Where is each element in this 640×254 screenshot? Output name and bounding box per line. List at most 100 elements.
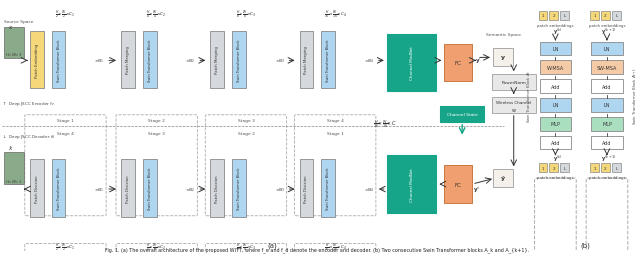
Text: Add: Add: [602, 84, 612, 89]
Text: $\mathbf{y}^{(k+1)}$: $\mathbf{y}^{(k+1)}$: [601, 153, 617, 163]
Text: $\frac{H}{16}{\times}\frac{W}{16}{\times}C_4$: $\frac{H}{16}{\times}\frac{W}{16}{\times…: [324, 9, 347, 21]
Text: $\mathbf{y}'$: $\mathbf{y}'$: [475, 57, 481, 66]
Bar: [387, 156, 436, 213]
Bar: [232, 31, 246, 89]
Bar: [300, 31, 314, 89]
Bar: [29, 31, 44, 89]
Text: $\mathbf{y}$: $\mathbf{y}$: [500, 54, 506, 62]
Text: $\hat{x}$: $\hat{x}$: [8, 144, 13, 152]
Text: patch embeddings: patch embeddings: [537, 24, 573, 28]
Bar: [540, 99, 572, 112]
Bar: [612, 164, 621, 172]
Bar: [590, 12, 599, 21]
Text: ${\times}N_2$: ${\times}N_2$: [186, 57, 195, 65]
Text: LN: LN: [552, 47, 559, 52]
Text: Stage 3: Stage 3: [148, 131, 165, 135]
Text: Add: Add: [550, 84, 560, 89]
Text: 1: 1: [593, 166, 596, 170]
Bar: [540, 80, 572, 94]
Bar: [493, 49, 513, 67]
Text: Swin Transformer Block: Swin Transformer Block: [148, 167, 152, 210]
Text: Swin Transformer Block: Swin Transformer Block: [326, 39, 330, 81]
Text: 1: 1: [541, 166, 544, 170]
Text: w: w: [512, 108, 516, 113]
Text: 1: 1: [593, 14, 596, 18]
Bar: [121, 31, 135, 89]
Bar: [538, 12, 547, 21]
Text: L: L: [615, 14, 618, 18]
Text: MLP: MLP: [602, 122, 612, 127]
Bar: [549, 164, 558, 172]
Bar: [321, 31, 335, 89]
Bar: [52, 31, 65, 89]
Bar: [540, 136, 572, 150]
Text: Swin Transformer Block: Swin Transformer Block: [237, 39, 241, 81]
Bar: [387, 35, 436, 92]
Text: Swin Transformer Block $A_k$: Swin Transformer Block $A_k$: [525, 69, 532, 122]
Text: $\frac{H}{4}{\times}\frac{W}{4}{\times}C_2$: $\frac{H}{4}{\times}\frac{W}{4}{\times}C…: [147, 242, 167, 253]
Text: $x$: $x$: [8, 24, 13, 31]
Text: $\frac{H}{4}{\times}\frac{W}{4}{\times}C_2$: $\frac{H}{4}{\times}\frac{W}{4}{\times}C…: [147, 9, 167, 21]
Text: SW-MSA: SW-MSA: [596, 66, 617, 71]
Text: Patch Division: Patch Division: [35, 174, 38, 202]
Text: Stage 4: Stage 4: [57, 131, 74, 135]
Bar: [492, 75, 536, 91]
Text: $\hat{\mathbf{y}}$: $\hat{\mathbf{y}}$: [500, 173, 506, 183]
Text: Patch Merging: Patch Merging: [305, 46, 308, 74]
Text: $\downarrow$ Deep JSCC Decoder $f_d$: $\downarrow$ Deep JSCC Decoder $f_d$: [2, 132, 56, 140]
Text: $\frac{H}{8}{\times}\frac{W}{8}{\times}C_3$: $\frac{H}{8}{\times}\frac{W}{8}{\times}C…: [236, 242, 256, 253]
Text: W-MSA: W-MSA: [547, 66, 564, 71]
Text: Patch Division: Patch Division: [305, 174, 308, 202]
Bar: [143, 31, 157, 89]
Text: ${\times}N_4$: ${\times}N_4$: [364, 185, 374, 193]
Text: $\frac{H}{16}{\times}\frac{W}{16}{\times}C$: $\frac{H}{16}{\times}\frac{W}{16}{\times…: [373, 118, 397, 130]
Text: Swin Transformer Block $A_{k+1}$: Swin Transformer Block $A_{k+1}$: [632, 67, 639, 125]
Text: Swin Transformer Block: Swin Transformer Block: [148, 39, 152, 81]
Text: Stage 1: Stage 1: [57, 118, 74, 122]
Bar: [601, 164, 610, 172]
Text: FC: FC: [455, 182, 461, 187]
Bar: [591, 117, 623, 131]
Text: Stage 2: Stage 2: [148, 118, 165, 122]
Text: ${\times}N_1$: ${\times}N_1$: [94, 185, 104, 193]
Text: Wireless Channel: Wireless Channel: [496, 101, 531, 105]
Text: patch embeddings: patch embeddings: [589, 24, 625, 28]
Text: $\mathbf{y}^{(k+1)}$: $\mathbf{y}^{(k+1)}$: [601, 26, 617, 37]
Text: $\uparrow$ Deep JSCC Encoder $f_e$: $\uparrow$ Deep JSCC Encoder $f_e$: [2, 100, 54, 107]
Text: patch embeddings: patch embeddings: [589, 176, 625, 179]
Bar: [540, 61, 572, 75]
Text: $\mathbf{y}^{(k)}$: $\mathbf{y}^{(k)}$: [552, 26, 562, 37]
Text: Add: Add: [550, 140, 560, 146]
Text: Channel ModNet: Channel ModNet: [410, 167, 413, 201]
Bar: [4, 28, 24, 59]
Text: $\frac{H}{8}{\times}\frac{W}{8}{\times}C_3$: $\frac{H}{8}{\times}\frac{W}{8}{\times}C…: [236, 9, 256, 21]
Bar: [444, 44, 472, 82]
Text: Patch Embedding: Patch Embedding: [35, 43, 38, 77]
Text: Patch Division: Patch Division: [126, 174, 130, 202]
Bar: [540, 117, 572, 131]
Text: Patch Merging: Patch Merging: [215, 46, 219, 74]
Bar: [549, 12, 558, 21]
Text: Channel State: Channel State: [447, 112, 477, 116]
Text: L: L: [615, 166, 618, 170]
Text: $H{\times}W{\times}3$: $H{\times}W{\times}3$: [5, 51, 22, 58]
Text: Stage 4: Stage 4: [327, 118, 344, 122]
Text: ${\times}N_3$: ${\times}N_3$: [275, 185, 285, 193]
Text: MLP: MLP: [550, 122, 561, 127]
Bar: [211, 31, 224, 89]
Text: 2: 2: [552, 14, 556, 18]
Bar: [561, 164, 569, 172]
Text: Channel ModNet: Channel ModNet: [410, 46, 413, 80]
Text: 1: 1: [541, 14, 544, 18]
Text: Swin Transformer Block: Swin Transformer Block: [326, 167, 330, 210]
Text: $\frac{H}{2}{\times}\frac{W}{2}{\times}C_1$: $\frac{H}{2}{\times}\frac{W}{2}{\times}C…: [55, 9, 76, 21]
Bar: [440, 106, 484, 122]
Text: Add: Add: [602, 140, 612, 146]
Text: $\frac{H}{16}{\times}\frac{W}{16}{\times}C_4$: $\frac{H}{16}{\times}\frac{W}{16}{\times…: [324, 242, 347, 253]
Text: ${\times}N_1$: ${\times}N_1$: [94, 57, 104, 65]
Bar: [492, 98, 536, 113]
Text: Source Space: Source Space: [4, 20, 33, 24]
Bar: [143, 160, 157, 217]
Text: Swin Transformer Block: Swin Transformer Block: [56, 167, 61, 210]
Bar: [444, 166, 472, 203]
